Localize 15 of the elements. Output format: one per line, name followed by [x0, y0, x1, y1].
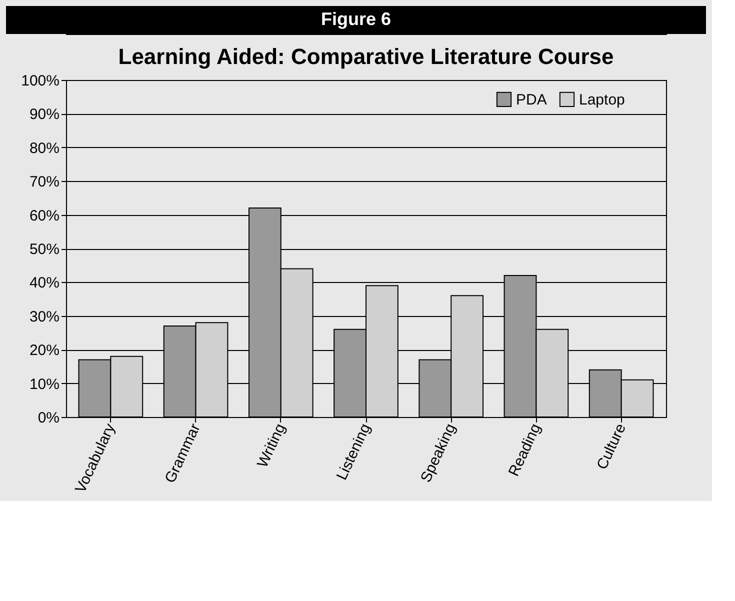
legend-label: PDA — [516, 91, 547, 108]
y-tick-label: 70% — [29, 174, 60, 191]
y-tick-label: 60% — [29, 207, 60, 224]
legend-label: Laptop — [579, 91, 625, 108]
y-tick-label: 80% — [29, 140, 60, 157]
y-tick-label: 0% — [38, 410, 60, 426]
y-tick-label: 90% — [29, 106, 60, 124]
y-tick-label: 10% — [29, 376, 60, 393]
caption: Figure 6 — [320, 9, 392, 29]
chart-title: Learning Aided: Comparative Literature Course — [118, 44, 614, 69]
y-tick-label: 40% — [29, 274, 60, 292]
y-tick-label: 20% — [29, 342, 60, 360]
y-tick-label: 100% — [21, 72, 60, 90]
y-tick-label: 50% — [29, 241, 60, 258]
y-tick-label: 30% — [29, 308, 60, 326]
